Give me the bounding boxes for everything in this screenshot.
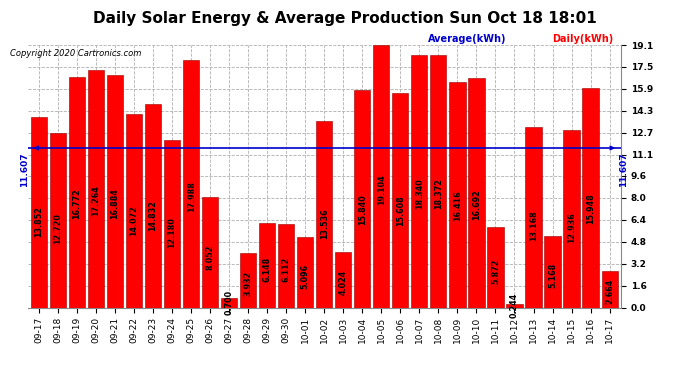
- Bar: [469, 78, 484, 308]
- Text: 15.948: 15.948: [586, 194, 595, 224]
- Text: 13.536: 13.536: [319, 209, 329, 239]
- Text: 2.664: 2.664: [605, 278, 614, 304]
- Text: 12.180: 12.180: [168, 217, 177, 248]
- Bar: [297, 237, 313, 308]
- Bar: [107, 75, 124, 308]
- Text: 16.772: 16.772: [72, 188, 81, 219]
- Text: 11.607: 11.607: [21, 152, 30, 187]
- Text: 14.832: 14.832: [148, 200, 157, 231]
- Text: 12.720: 12.720: [54, 213, 63, 244]
- Bar: [354, 90, 371, 308]
- Bar: [202, 197, 218, 308]
- Bar: [126, 114, 142, 308]
- Text: 17.988: 17.988: [187, 181, 196, 212]
- Bar: [278, 224, 295, 308]
- Bar: [544, 237, 560, 308]
- Bar: [335, 252, 351, 308]
- Bar: [525, 126, 542, 308]
- Bar: [487, 227, 504, 308]
- Bar: [240, 254, 256, 308]
- Bar: [411, 56, 428, 308]
- Text: 12.936: 12.936: [567, 212, 576, 243]
- Text: 0.244: 0.244: [510, 293, 519, 318]
- Bar: [602, 271, 618, 308]
- Text: 14.072: 14.072: [130, 205, 139, 236]
- Text: 11.607: 11.607: [619, 152, 628, 187]
- Bar: [145, 104, 161, 308]
- Text: 5.096: 5.096: [301, 263, 310, 288]
- Text: 16.692: 16.692: [472, 189, 481, 220]
- Bar: [373, 45, 389, 308]
- Text: 4.024: 4.024: [339, 270, 348, 295]
- Bar: [164, 140, 180, 308]
- Text: 17.264: 17.264: [92, 185, 101, 216]
- Text: 6.148: 6.148: [263, 257, 272, 282]
- Bar: [506, 304, 522, 307]
- Text: 19.104: 19.104: [377, 174, 386, 205]
- Text: 5.872: 5.872: [491, 258, 500, 284]
- Text: 13.168: 13.168: [529, 211, 538, 242]
- Bar: [449, 82, 466, 308]
- Bar: [221, 298, 237, 307]
- Text: 16.884: 16.884: [110, 188, 119, 219]
- Bar: [582, 88, 599, 308]
- Bar: [431, 55, 446, 308]
- Bar: [31, 117, 47, 308]
- Text: 6.112: 6.112: [282, 257, 290, 282]
- Bar: [564, 130, 580, 308]
- Bar: [316, 122, 333, 308]
- Text: Copyright 2020 Cartronics.com: Copyright 2020 Cartronics.com: [10, 49, 141, 58]
- Text: 13.852: 13.852: [34, 206, 43, 237]
- Text: 16.416: 16.416: [453, 190, 462, 221]
- Text: 5.168: 5.168: [548, 263, 557, 288]
- Bar: [259, 223, 275, 308]
- Text: 8.052: 8.052: [206, 245, 215, 270]
- Bar: [69, 77, 85, 308]
- Bar: [88, 70, 104, 308]
- Text: Daily Solar Energy & Average Production Sun Oct 18 18:01: Daily Solar Energy & Average Production …: [93, 11, 597, 26]
- Text: 15.840: 15.840: [358, 194, 367, 225]
- Text: Daily(kWh): Daily(kWh): [552, 34, 613, 44]
- Text: 18.372: 18.372: [434, 178, 443, 209]
- Text: 3.932: 3.932: [244, 270, 253, 296]
- Text: 0.700: 0.700: [225, 290, 234, 315]
- Text: 15.608: 15.608: [396, 196, 405, 226]
- Bar: [50, 133, 66, 308]
- Text: Average(kWh): Average(kWh): [428, 34, 506, 44]
- Bar: [393, 93, 408, 308]
- Bar: [183, 60, 199, 308]
- Text: 18.340: 18.340: [415, 179, 424, 210]
